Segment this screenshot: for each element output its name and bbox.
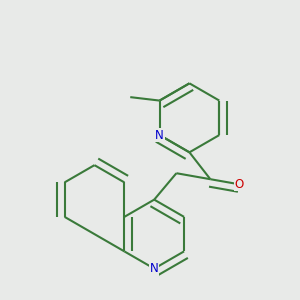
Text: N: N [155,129,164,142]
Text: O: O [235,178,244,191]
Text: N: N [150,262,159,275]
